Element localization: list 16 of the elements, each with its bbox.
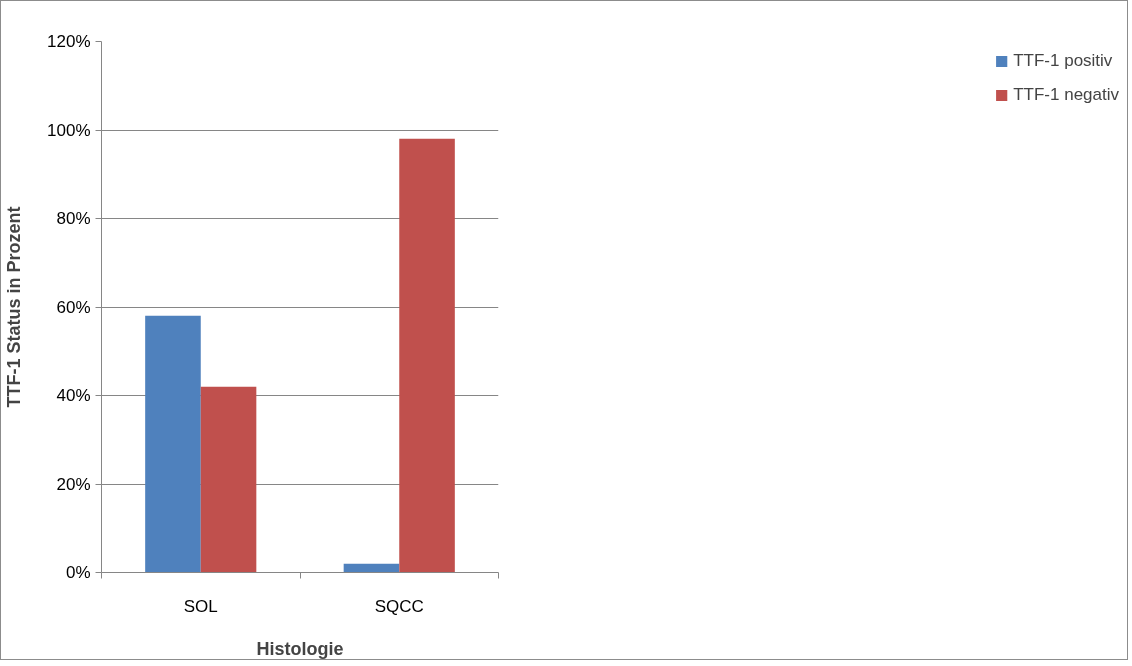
x-axis-title: Histologie — [256, 638, 344, 659]
bar — [399, 138, 455, 573]
y-tick-label: 0% — [65, 563, 91, 582]
y-tick-label: 80% — [56, 209, 91, 228]
legend-label: TTF-1 positiv — [1013, 51, 1113, 71]
y-tick-label: 120% — [47, 32, 91, 51]
y-axis-title: TTF-1 Status in Prozent — [4, 206, 25, 408]
y-tick-label: 60% — [56, 297, 91, 317]
y-tick-label: 20% — [56, 474, 91, 494]
x-tick-label: SOL — [183, 596, 218, 616]
bar — [200, 386, 257, 573]
bar — [145, 315, 201, 573]
x-tick-label: SQCC — [374, 596, 424, 616]
legend-label: TTF-1 negativ — [1013, 85, 1119, 105]
y-tick-label: 40% — [56, 386, 91, 405]
y-tick-label: 100% — [47, 120, 91, 140]
